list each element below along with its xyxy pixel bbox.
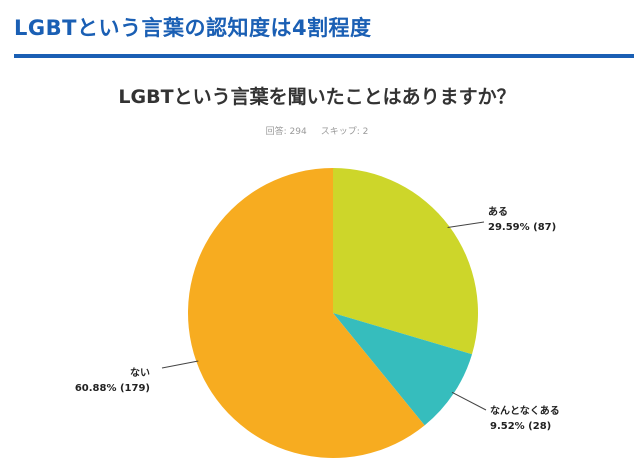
slice-label-value-2: 9.52% (28)	[490, 421, 551, 432]
answered-count: 回答: 294	[265, 127, 307, 137]
skipped-count: スキップ: 2	[320, 127, 369, 137]
slice-label-value-3: 60.88% (179)	[75, 383, 150, 394]
slice-label-name-2: なんとなくある	[490, 404, 560, 417]
survey-stats: 回答: 294 スキップ: 2	[0, 124, 634, 137]
pie-slice-2	[333, 313, 473, 426]
leader-line-2	[451, 391, 487, 411]
slice-label-name-1: ある	[488, 205, 508, 218]
slice-label-name-3: ない	[130, 367, 150, 379]
page-heading: LGBTという言葉の認知度は4割程度	[14, 16, 372, 40]
leader-line-3	[161, 360, 199, 369]
slice-label-value-1: 29.59% (87)	[488, 222, 556, 233]
chart-title: LGBTという言葉を聞いたことはありますか？	[118, 86, 516, 108]
pie-slice-1	[333, 168, 478, 355]
leader-line-1	[447, 221, 485, 228]
pie-slice-3	[188, 168, 425, 459]
heading-divider	[14, 54, 634, 58]
